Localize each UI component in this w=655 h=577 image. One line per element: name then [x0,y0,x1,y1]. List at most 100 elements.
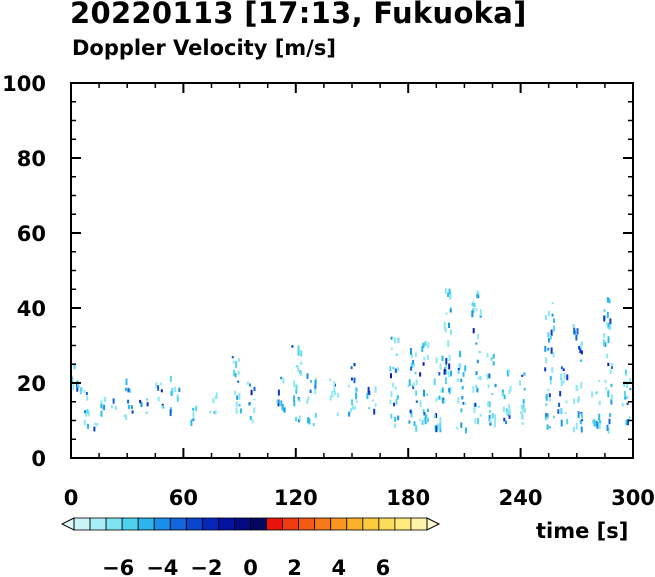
echo-pixel [127,387,130,393]
echo-pixel [433,378,436,386]
echo-pixel [419,372,422,377]
echo-pixel [393,402,396,407]
echo-pixel [246,381,249,385]
echo-pixel [611,366,613,369]
echo-pixel [231,356,234,359]
echo-column [83,392,90,429]
echo-pixel [474,402,477,407]
echo-pixel [547,310,550,317]
echo-pixel [549,375,552,381]
echo-pixel [606,299,609,303]
echo-pixel [423,411,426,416]
echo-pixel [545,403,548,406]
echo-pixel [521,408,524,413]
echo-pixel [442,397,445,404]
colorbar-tick-label: 2 [287,556,302,577]
echo-pixel [171,387,174,395]
echo-column [621,369,632,426]
echo-pixel [127,404,130,410]
echo-pixel [447,371,450,378]
colorbar-tick-label: −6 [102,556,134,577]
echo-pixel [624,390,626,398]
echo-pixel [547,388,550,392]
echo-pixel [509,385,512,392]
echo-pixel [545,413,547,420]
echo-pixel [367,386,370,394]
echo-column [110,398,117,411]
echo-pixel [445,377,447,385]
echo-pixel [576,328,579,335]
echo-pixel [606,311,609,319]
echo-pixel [427,342,430,348]
echo-pixel [445,370,448,374]
echo-pixel [624,395,627,400]
echo-pixel [73,362,76,370]
echo-pixel [130,405,133,407]
echo-pixel [502,406,505,413]
echo-pixel [392,382,395,388]
echo-pixel [488,414,491,421]
echo-pixel [549,335,552,340]
echo-pixel [238,358,241,362]
echo-pixel [544,367,547,372]
echo-column [603,297,614,434]
echo-pixel [473,403,476,410]
echo-pixel [474,418,477,424]
echo-pixel [438,372,441,376]
echo-pixel [456,378,459,383]
echo-pixel [104,396,107,403]
echo-pixel [441,355,444,361]
echo-pixel [508,404,511,409]
echo-pixel [610,399,613,405]
echo-pixel [598,413,601,421]
echo-pixel [608,298,611,304]
echo-pixel [394,416,397,422]
echo-pixel [475,385,478,388]
echo-pixel [464,402,467,405]
echo-pixel [508,408,511,416]
colorbar-tick-label: 0 [243,556,258,577]
echo-pixel [337,392,340,398]
echo-pixel [419,400,422,408]
echo-pixel [609,323,612,329]
echo-pixel [449,293,452,299]
echo-pixel [233,369,236,376]
echo-pixel [462,402,465,405]
echo-pixel [410,366,413,371]
echo-pixel [448,288,451,295]
echo-pixel [577,398,579,404]
echo-pixel [315,377,317,382]
echo-pixel [160,389,163,393]
echo-column [93,422,99,432]
echo-pixel [450,329,453,336]
echo-pixel [487,384,490,389]
echo-pixel [422,409,425,414]
echo-pixel [93,426,96,432]
echo-pixel [520,411,522,414]
echo-pixel [580,350,583,355]
echo-pixel [424,417,427,425]
echo-pixel [448,322,450,328]
x-tick-label: 300 [611,486,655,510]
echo-pixel [458,350,461,358]
echo-column [100,396,107,417]
echo-pixel [433,414,436,419]
echo-pixel [486,353,489,358]
echo-pixel [127,399,130,404]
echo-pixel [249,383,251,387]
echo-pixel [389,399,392,405]
echo-pixel [347,384,350,388]
colorbar-cell [394,517,412,531]
echo-pixel [353,377,356,384]
echo-pixel [334,390,337,396]
echo-pixel [549,426,551,429]
colorbar-cell [410,517,428,531]
echo-pixel [85,410,88,417]
echo-pixel [435,397,438,402]
echo-pixel [576,387,579,391]
echo-pixel [129,388,132,393]
echo-pixel [146,402,149,407]
echo-pixel [125,387,127,392]
echo-pixel [625,370,627,375]
